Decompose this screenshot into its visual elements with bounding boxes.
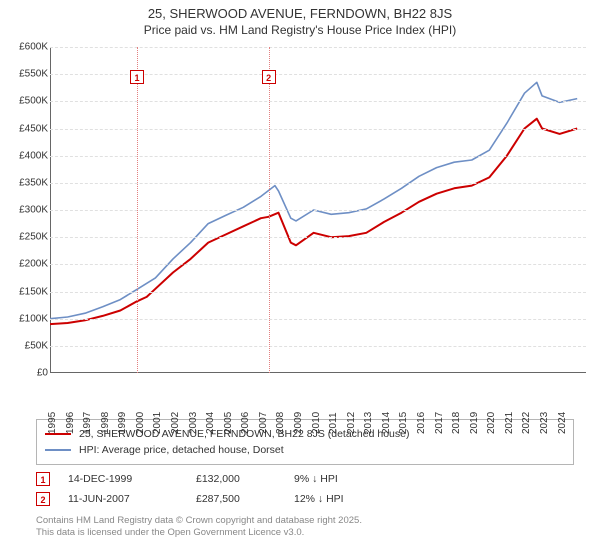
sale-price: £132,000	[196, 473, 276, 485]
x-tick-label: 2012	[346, 412, 357, 434]
legend-swatch	[45, 449, 71, 451]
gridline	[50, 129, 586, 130]
footer-line-1: Contains HM Land Registry data © Crown c…	[36, 515, 574, 527]
x-tick-label: 2021	[504, 412, 515, 434]
sale-marker-line	[269, 47, 270, 373]
x-tick-label: 2004	[205, 412, 216, 434]
chart-title: 25, SHERWOOD AVENUE, FERNDOWN, BH22 8JS …	[0, 0, 600, 39]
x-tick-label: 1997	[82, 412, 93, 434]
annotations: 1 14-DEC-1999 £132,000 9% ↓ HPI 2 11-JUN-2007…	[36, 469, 574, 509]
x-tick-label: 1999	[117, 412, 128, 434]
x-tick-label: 2009	[293, 412, 304, 434]
legend-item: HPI: Average price, detached house, Dors…	[45, 442, 565, 458]
sale-annotation-row: 2 11-JUN-2007 £287,500 12% ↓ HPI	[36, 489, 574, 509]
x-tick-label: 2020	[486, 412, 497, 434]
gridline	[50, 183, 586, 184]
x-tick-label: 1995	[47, 412, 58, 434]
gridline	[50, 101, 586, 102]
gridline	[50, 264, 586, 265]
sale-diff: 12% ↓ HPI	[294, 493, 344, 505]
sale-annotation-badge: 1	[36, 472, 50, 486]
y-tick-label: £500K	[8, 96, 48, 107]
sale-marker-badge: 1	[130, 70, 144, 84]
y-tick-label: £50K	[8, 340, 48, 351]
gridline	[50, 292, 586, 293]
title-line-2: Price paid vs. HM Land Registry's House …	[4, 21, 596, 37]
sale-date: 14-DEC-1999	[68, 473, 178, 485]
gridline	[50, 319, 586, 320]
gridline	[50, 237, 586, 238]
x-tick-label: 2001	[152, 412, 163, 434]
x-tick-label: 2008	[275, 412, 286, 434]
chart: £0 £50K £100K £150K £200K £250K £300K £350K £400…	[10, 43, 590, 413]
x-tick-label: 2005	[223, 412, 234, 434]
sale-date: 11-JUN-2007	[68, 493, 178, 505]
gridline	[50, 156, 586, 157]
x-tick-label: 2016	[416, 412, 427, 434]
sale-annotation-row: 1 14-DEC-1999 £132,000 9% ↓ HPI	[36, 469, 574, 489]
x-tick-label: 2013	[363, 412, 374, 434]
x-tick-label: 2006	[240, 412, 251, 434]
y-tick-label: £100K	[8, 313, 48, 324]
y-tick-label: £150K	[8, 286, 48, 297]
y-tick-label: £400K	[8, 150, 48, 161]
sale-marker-line	[137, 47, 138, 373]
gridline	[50, 47, 586, 48]
legend-label: HPI: Average price, detached house, Dors…	[79, 444, 284, 456]
y-tick-label: £550K	[8, 69, 48, 80]
footer-line-2: This data is licensed under the Open Gov…	[36, 527, 574, 539]
x-tick-label: 2015	[398, 412, 409, 434]
y-tick-label: £350K	[8, 177, 48, 188]
y-tick-label: £0	[8, 368, 48, 379]
x-tick-label: 2018	[451, 412, 462, 434]
x-tick-label: 2022	[521, 412, 532, 434]
sale-price: £287,500	[196, 493, 276, 505]
x-tick-label: 2023	[539, 412, 550, 434]
series-hpi	[50, 82, 577, 318]
y-tick-label: £600K	[8, 42, 48, 53]
sale-marker-badge: 2	[262, 70, 276, 84]
x-tick-label: 2002	[170, 412, 181, 434]
x-tick-label: 2017	[434, 412, 445, 434]
x-tick-label: 2000	[135, 412, 146, 434]
gridline	[50, 346, 586, 347]
x-tick-label: 2007	[258, 412, 269, 434]
sale-diff: 9% ↓ HPI	[294, 473, 338, 485]
x-tick-label: 2014	[381, 412, 392, 434]
gridline	[50, 210, 586, 211]
x-tick-label: 2011	[328, 412, 339, 434]
y-tick-label: £250K	[8, 232, 48, 243]
sale-annotation-badge: 2	[36, 492, 50, 506]
x-tick-label: 2003	[188, 412, 199, 434]
x-tick-label: 2010	[311, 412, 322, 434]
y-tick-label: £450K	[8, 123, 48, 134]
x-tick-label: 1998	[100, 412, 111, 434]
x-tick-label: 2024	[557, 412, 568, 434]
y-tick-label: £300K	[8, 205, 48, 216]
y-tick-label: £200K	[8, 259, 48, 270]
x-tick-label: 1996	[65, 412, 76, 434]
attribution: Contains HM Land Registry data © Crown c…	[36, 515, 574, 540]
title-line-1: 25, SHERWOOD AVENUE, FERNDOWN, BH22 8JS	[4, 6, 596, 21]
x-tick-label: 2019	[469, 412, 480, 434]
